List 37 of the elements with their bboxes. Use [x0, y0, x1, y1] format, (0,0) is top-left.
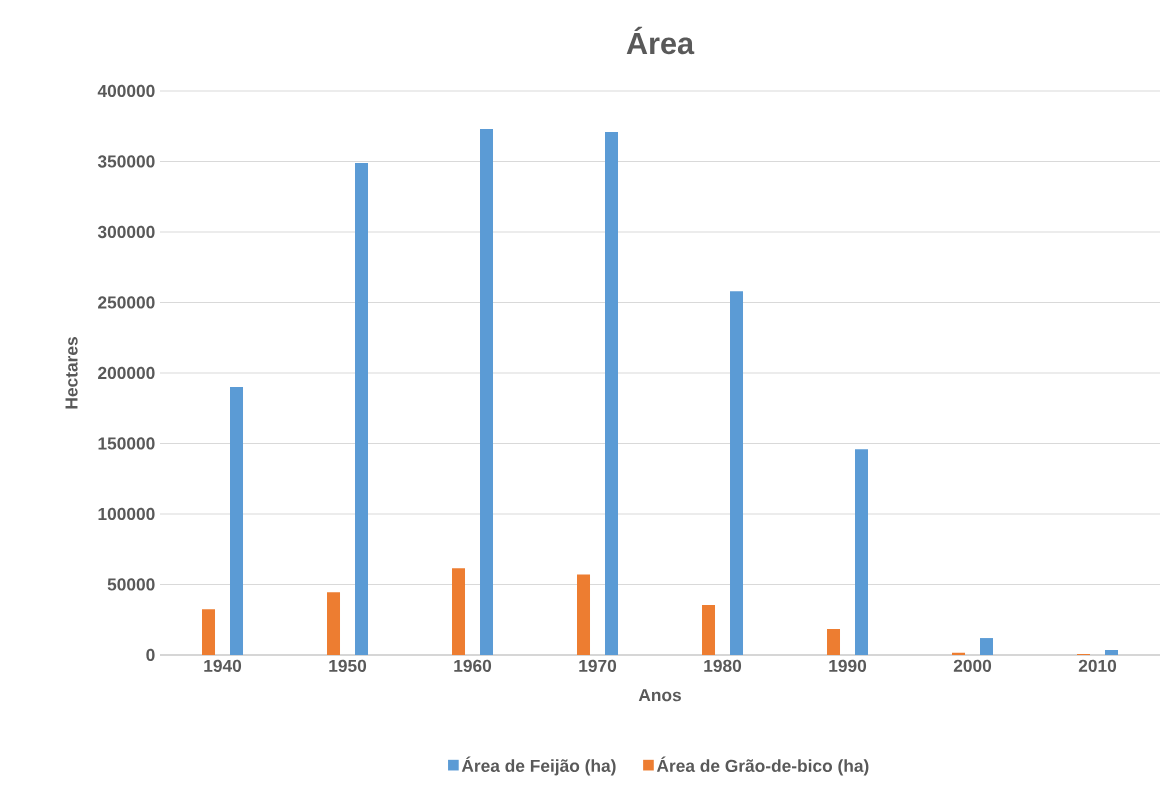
legend-label: Área de Feijão (ha) — [461, 756, 616, 776]
bar — [577, 574, 591, 655]
y-tick-label: 400000 — [97, 84, 155, 98]
legend-label: Área de Grão-de-bico (ha) — [656, 756, 869, 776]
bar — [952, 652, 966, 655]
bar — [827, 628, 841, 655]
y-tick-label: 0 — [146, 648, 155, 662]
y-axis-title: Hectares — [65, 337, 78, 409]
x-tick-label: 2010 — [1078, 659, 1117, 672]
x-axis-title: Anos — [638, 689, 681, 702]
y-tick-label: 300000 — [97, 225, 155, 239]
x-tick-label: 1950 — [329, 659, 367, 672]
x-tick-label: 1970 — [579, 659, 617, 672]
y-tick-label: 250000 — [98, 296, 155, 309]
y-tick-label: 200000 — [98, 366, 155, 380]
bar — [605, 131, 619, 655]
y-tick-label: 350000 — [97, 155, 155, 168]
x-tick-label: 1960 — [454, 659, 492, 672]
bar — [1105, 650, 1119, 655]
bar — [327, 592, 341, 655]
x-tick-label: 1990 — [829, 659, 867, 672]
y-tick-label: 50000 — [107, 578, 155, 591]
bar — [355, 162, 369, 655]
bar — [452, 568, 466, 655]
x-tick-label: 1940 — [204, 659, 242, 672]
y-tick-label: 150000 — [98, 437, 155, 450]
bar — [980, 638, 994, 655]
bar — [855, 449, 869, 655]
bar — [730, 291, 744, 655]
y-tick-label: 100000 — [98, 507, 155, 521]
x-tick-label: 1980 — [704, 659, 742, 672]
bar — [480, 129, 494, 655]
chart-title: Área — [626, 26, 695, 55]
bar — [230, 387, 244, 655]
bar — [702, 604, 716, 655]
bar — [202, 609, 216, 655]
x-tick-label: 2000 — [953, 659, 992, 672]
